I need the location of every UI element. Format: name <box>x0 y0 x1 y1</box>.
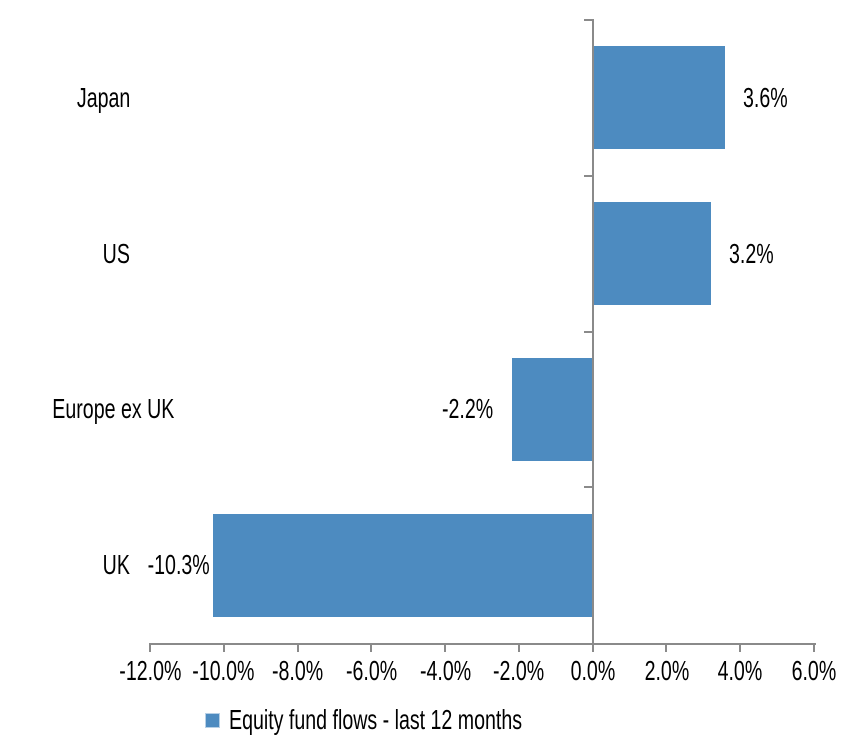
value-label-uk-text: -10.3% <box>147 549 210 581</box>
x-tick-label: -12.0% <box>80 657 220 685</box>
x-axis-line <box>149 643 816 645</box>
x-tick-label: 0.0% <box>523 657 663 685</box>
x-axis-tick <box>517 645 520 652</box>
legend-swatch-icon <box>204 712 220 728</box>
category-axis-tick <box>583 330 592 333</box>
x-tick-label: -8.0% <box>228 657 368 685</box>
x-tick-label-text: -6.0% <box>345 655 397 686</box>
x-tick-label-text: 4.0% <box>717 655 763 686</box>
x-tick-label: -6.0% <box>301 657 441 685</box>
category-label-japan: Japan <box>0 81 130 113</box>
zero-axis-line <box>591 19 594 645</box>
x-axis-tick <box>296 645 299 652</box>
x-tick-label-text: -2.0% <box>493 655 545 686</box>
x-tick-label: 6.0% <box>744 657 852 685</box>
x-axis-tick <box>665 645 668 652</box>
value-label-japan: 3.6% <box>743 81 852 113</box>
bar-uk <box>212 513 592 617</box>
x-tick-label: -2.0% <box>449 657 589 685</box>
x-axis-tick <box>444 645 447 652</box>
category-label-us: US <box>0 237 130 269</box>
category-label-europe-ex-uk: Europe ex UK <box>0 395 174 423</box>
x-tick-label-text: -4.0% <box>419 655 471 686</box>
category-label-uk: UK <box>0 551 130 579</box>
legend-label: Equity fund flows - last 12 months <box>228 704 522 735</box>
x-tick-label: 2.0% <box>596 657 736 685</box>
x-tick-label-text: -10.0% <box>192 655 255 686</box>
x-axis-tick <box>370 645 373 652</box>
value-label-us-text: 3.2% <box>728 237 774 269</box>
x-axis-tick <box>222 645 225 652</box>
bar-us <box>593 202 711 306</box>
x-axis-tick <box>813 645 815 652</box>
x-tick-label-text: 6.0% <box>791 655 837 686</box>
x-tick-label: 4.0% <box>670 657 810 685</box>
category-label-uk-text: UK <box>102 549 130 581</box>
category-axis-tick <box>583 486 592 489</box>
value-label-us: 3.2% <box>728 237 852 269</box>
x-tick-label: -4.0% <box>375 657 515 685</box>
category-label-europe-ex-uk-text: Europe ex UK <box>52 393 175 425</box>
category-label-us-text: US <box>102 237 130 269</box>
value-label-japan-text: 3.6% <box>743 81 789 113</box>
bar-japan <box>593 46 726 150</box>
legend: Equity fund flows - last 12 months <box>0 706 852 734</box>
x-tick-label-text: -12.0% <box>118 655 182 686</box>
x-tick-label-text: 0.0% <box>570 655 615 686</box>
x-tick-label: -10.0% <box>154 657 294 685</box>
category-axis-tick <box>583 174 592 177</box>
bar-europe-ex-uk <box>511 357 592 461</box>
value-label-europe-ex-uk: -2.2% <box>334 393 494 425</box>
category-axis-tick <box>583 19 592 21</box>
x-tick-label-text: 2.0% <box>644 655 689 686</box>
category-label-japan-text: Japan <box>76 81 130 113</box>
x-axis-tick <box>591 645 594 652</box>
x-axis-tick <box>149 645 151 652</box>
x-tick-label-text: -8.0% <box>271 655 324 686</box>
value-label-uk: -10.3% <box>50 551 210 579</box>
value-label-europe-ex-uk-text: -2.2% <box>442 393 494 425</box>
x-axis-tick <box>739 645 742 652</box>
